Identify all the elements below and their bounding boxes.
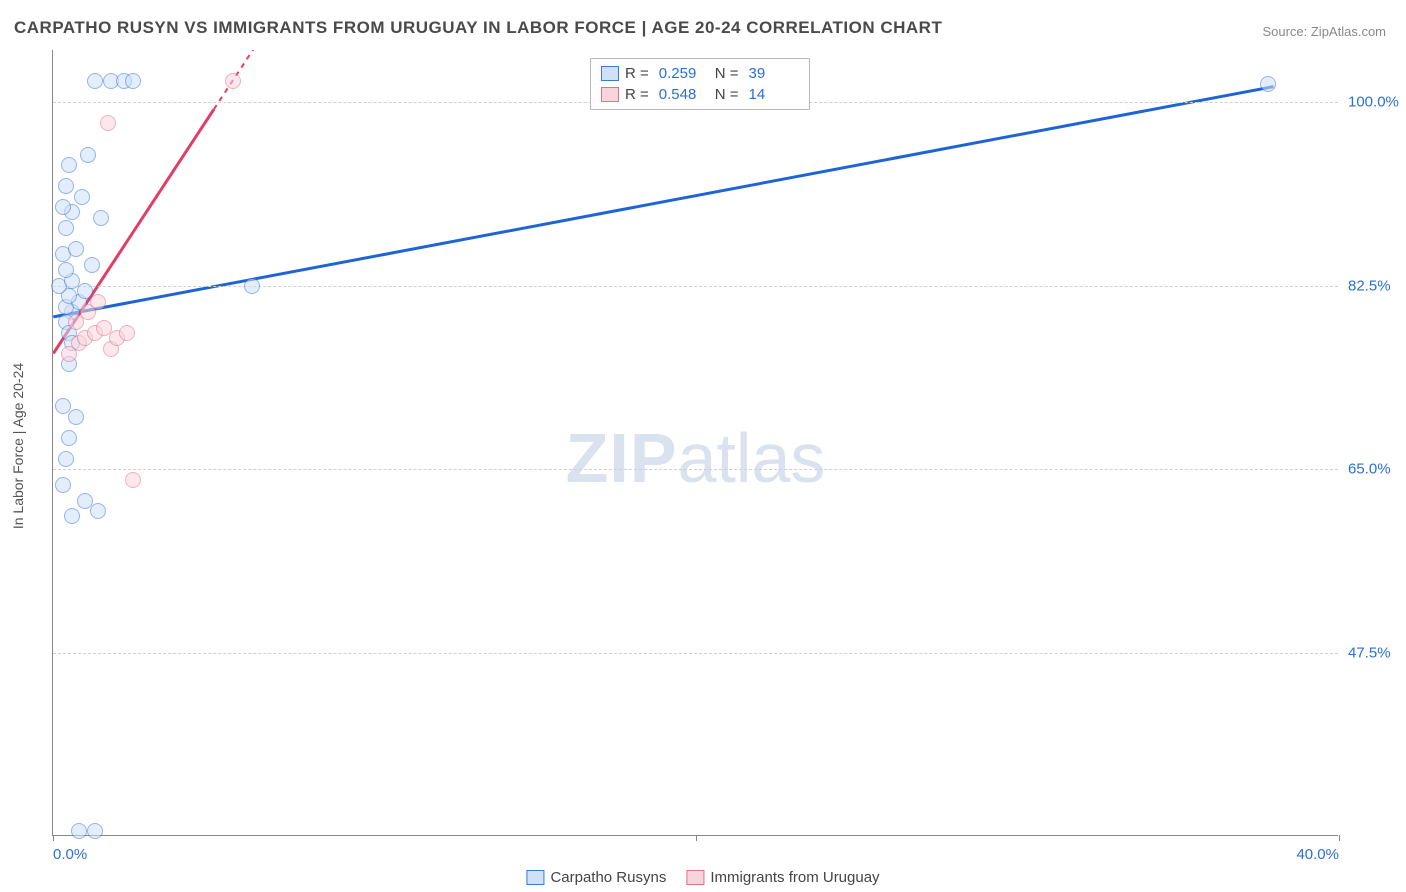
scatter-point [55, 398, 71, 414]
scatter-point [61, 430, 77, 446]
plot-area: ZIPatlas 47.5%65.0%82.5%100.0%0.0%40.0% [52, 50, 1338, 836]
y-tick-label: 65.0% [1348, 461, 1406, 478]
legend-r-value: 0.548 [659, 86, 709, 103]
series-legend-label: Immigrants from Uruguay [710, 869, 879, 886]
scatter-point [58, 220, 74, 236]
scatter-point [58, 178, 74, 194]
legend-swatch [601, 87, 619, 102]
scatter-point [100, 115, 116, 131]
x-tick [1339, 835, 1340, 841]
gridline-horizontal [53, 469, 1338, 470]
x-tick [53, 835, 54, 841]
watermark: ZIPatlas [566, 418, 826, 498]
legend-r-label: R = [625, 65, 649, 82]
legend-r-label: R = [625, 86, 649, 103]
scatter-point [87, 823, 103, 839]
scatter-point [1260, 76, 1276, 92]
y-tick-label: 47.5% [1348, 644, 1406, 661]
x-tick-label: 40.0% [1296, 846, 1339, 863]
scatter-point [125, 472, 141, 488]
scatter-point [68, 241, 84, 257]
scatter-point [90, 503, 106, 519]
legend-n-value: 39 [749, 65, 799, 82]
y-tick-label: 100.0% [1348, 94, 1406, 111]
legend-swatch [526, 870, 544, 885]
scatter-point [61, 157, 77, 173]
legend-swatch [686, 870, 704, 885]
scatter-point [90, 294, 106, 310]
legend-n-value: 14 [749, 86, 799, 103]
regression-line [53, 87, 1273, 317]
scatter-point [55, 477, 71, 493]
legend-r-value: 0.259 [659, 65, 709, 82]
gridline-horizontal [53, 653, 1338, 654]
watermark-zip: ZIP [566, 419, 678, 497]
regression-lines-layer [53, 50, 1338, 835]
chart-title: CARPATHO RUSYN VS IMMIGRANTS FROM URUGUA… [14, 18, 942, 38]
legend-swatch [601, 66, 619, 81]
scatter-point [225, 73, 241, 89]
series-legend-item: Carpatho Rusyns [526, 869, 666, 886]
scatter-point [80, 147, 96, 163]
scatter-point [93, 210, 109, 226]
scatter-point [58, 262, 74, 278]
legend-row: R = 0.259 N = 39 [601, 63, 799, 84]
x-tick [696, 835, 697, 841]
y-axis-label: In Labor Force | Age 20-24 [10, 363, 26, 529]
scatter-point [58, 451, 74, 467]
series-legend-item: Immigrants from Uruguay [686, 869, 879, 886]
watermark-rest: atlas [678, 419, 826, 497]
scatter-point [55, 199, 71, 215]
scatter-point [87, 73, 103, 89]
stats-legend: R = 0.259 N = 39 R = 0.548 N = 14 [590, 58, 810, 110]
legend-n-label: N = [715, 86, 739, 103]
scatter-point [68, 409, 84, 425]
scatter-point [84, 257, 100, 273]
scatter-point [244, 278, 260, 294]
scatter-point [64, 508, 80, 524]
series-legend: Carpatho Rusyns Immigrants from Uruguay [526, 869, 879, 886]
scatter-point [125, 73, 141, 89]
scatter-point [71, 823, 87, 839]
y-tick-label: 82.5% [1348, 277, 1406, 294]
series-legend-label: Carpatho Rusyns [550, 869, 666, 886]
scatter-point [119, 325, 135, 341]
legend-row: R = 0.548 N = 14 [601, 84, 799, 105]
legend-n-label: N = [715, 65, 739, 82]
scatter-point [74, 189, 90, 205]
x-tick-label: 0.0% [53, 846, 87, 863]
source-attribution: Source: ZipAtlas.com [1262, 24, 1386, 39]
